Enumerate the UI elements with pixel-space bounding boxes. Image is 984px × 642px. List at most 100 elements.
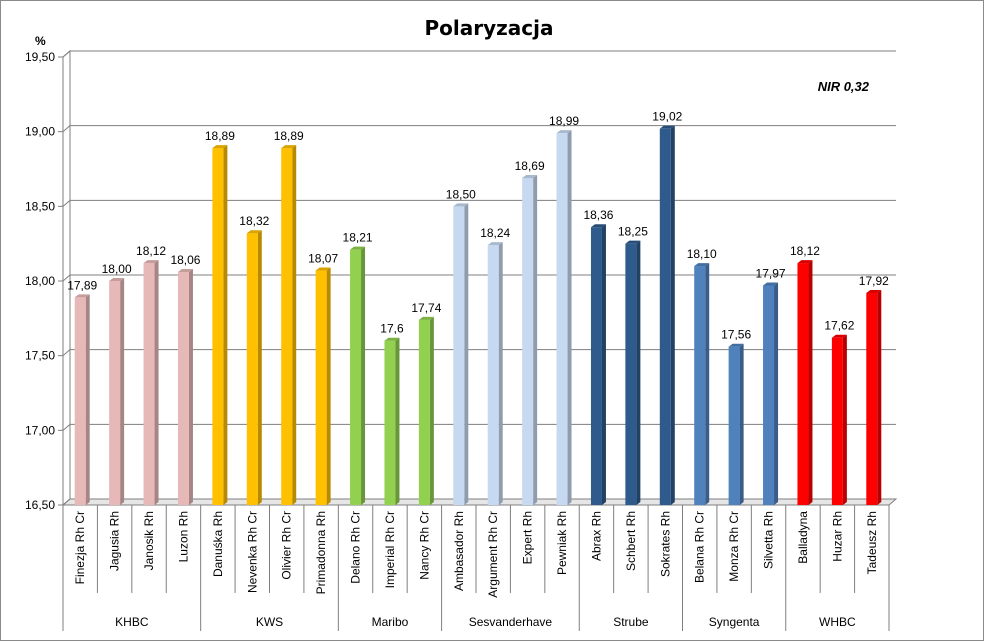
- bar-front: [315, 270, 327, 505]
- bar-top: [74, 294, 90, 298]
- data-label: 18,21: [343, 231, 373, 245]
- category-label: Abrax Rh: [589, 511, 603, 561]
- bar-top: [556, 130, 572, 134]
- bar-side: [361, 246, 366, 505]
- category-label: Silvetta Rh: [762, 511, 776, 569]
- data-label: 18,24: [480, 226, 510, 240]
- bar: [350, 246, 366, 505]
- category-label: Tadeusz Rh: [865, 511, 879, 574]
- bar: [831, 334, 847, 505]
- bar: [625, 240, 641, 505]
- gridline: [62, 199, 896, 207]
- category-label: Ambasador Rh: [452, 511, 466, 591]
- category-label: Nancy Rh Cr: [417, 511, 431, 580]
- y-tick-label: 17,50: [25, 349, 55, 363]
- y-axis-unit: %: [35, 34, 46, 48]
- data-label: 18,89: [205, 129, 235, 143]
- bar-top: [625, 240, 641, 244]
- data-label: 18,32: [239, 214, 269, 228]
- data-label: 18,00: [102, 262, 132, 276]
- bar: [418, 316, 434, 505]
- category-label: Expert Rh: [521, 511, 535, 564]
- bar-top: [212, 145, 228, 149]
- data-label: 17,92: [859, 274, 889, 288]
- y-tick-label: 18,00: [25, 274, 55, 288]
- bar-side: [395, 337, 400, 505]
- bar-front: [453, 206, 465, 506]
- bar: [109, 278, 125, 505]
- bar: [522, 174, 538, 505]
- gridline: [62, 274, 896, 282]
- category-label: Nevenka Rh Cr: [245, 511, 259, 593]
- bar-side: [292, 145, 297, 506]
- data-label: 17,74: [411, 301, 441, 315]
- data-label: 18,36: [583, 208, 613, 222]
- bar: [556, 130, 572, 505]
- bar-front: [831, 337, 843, 505]
- group-label: Maribo: [372, 615, 409, 629]
- category-label: Argument Rh Cr: [486, 511, 500, 598]
- y-tick-label: 18,50: [25, 199, 55, 213]
- bar-side: [808, 260, 813, 505]
- bar: [487, 242, 503, 505]
- bar-top: [418, 316, 434, 320]
- bars: [74, 125, 882, 506]
- bar-top: [831, 334, 847, 338]
- category-label: Luzon Rh: [176, 511, 190, 562]
- bar: [763, 282, 779, 505]
- category-label: Finezja Rh Cr: [73, 511, 87, 584]
- bar-side: [326, 267, 331, 505]
- category-label: Sokrates Rh: [658, 511, 672, 577]
- y-tick-label: 19,00: [25, 125, 55, 139]
- bar-front: [625, 243, 637, 505]
- bar-side: [705, 263, 710, 505]
- bar-top: [315, 267, 331, 271]
- bar: [590, 224, 606, 506]
- bar-top: [143, 260, 159, 264]
- data-label: 18,07: [308, 252, 338, 266]
- bar: [143, 260, 159, 505]
- bar: [659, 125, 675, 506]
- bar-top: [246, 230, 262, 234]
- data-label: 19,02: [652, 110, 682, 124]
- bar-front: [418, 319, 430, 505]
- category-label: Jagusia Rh: [108, 511, 122, 571]
- bar-side: [601, 224, 606, 506]
- category-label: Belana Rh Cr: [693, 511, 707, 583]
- bar-top: [177, 269, 193, 273]
- data-label: 18,12: [136, 244, 166, 258]
- bar-front: [281, 148, 293, 506]
- data-label: 18,99: [549, 114, 579, 128]
- bar-side: [636, 240, 641, 505]
- group-label: WHBC: [819, 615, 856, 629]
- bar-top: [866, 289, 882, 293]
- bar-front: [522, 177, 534, 505]
- bar-front: [350, 249, 362, 505]
- bar: [866, 289, 882, 505]
- bar: [453, 203, 469, 506]
- bar-side: [85, 294, 90, 505]
- data-label: 18,06: [170, 253, 200, 267]
- bar: [797, 260, 813, 505]
- y-tick-label: 17,00: [25, 423, 55, 437]
- category-label: Huzar Rh: [830, 511, 844, 562]
- bar-top: [522, 174, 538, 178]
- bar-top: [350, 246, 366, 250]
- group-label: KHBC: [115, 615, 149, 629]
- bar-top: [763, 282, 779, 286]
- bar-front: [590, 227, 602, 506]
- data-label: 18,12: [790, 244, 820, 258]
- y-tick-label: 16,50: [25, 498, 55, 512]
- bar-front: [763, 285, 775, 505]
- bar-front: [728, 346, 740, 505]
- bar-side: [223, 145, 228, 506]
- data-label: 17,89: [67, 278, 97, 292]
- bar-top: [453, 203, 469, 207]
- bar-front: [659, 128, 671, 505]
- category-label: Delano Rh Cr: [349, 511, 363, 584]
- bar-front: [694, 266, 706, 505]
- bar-side: [154, 260, 159, 505]
- bar-side: [429, 316, 434, 505]
